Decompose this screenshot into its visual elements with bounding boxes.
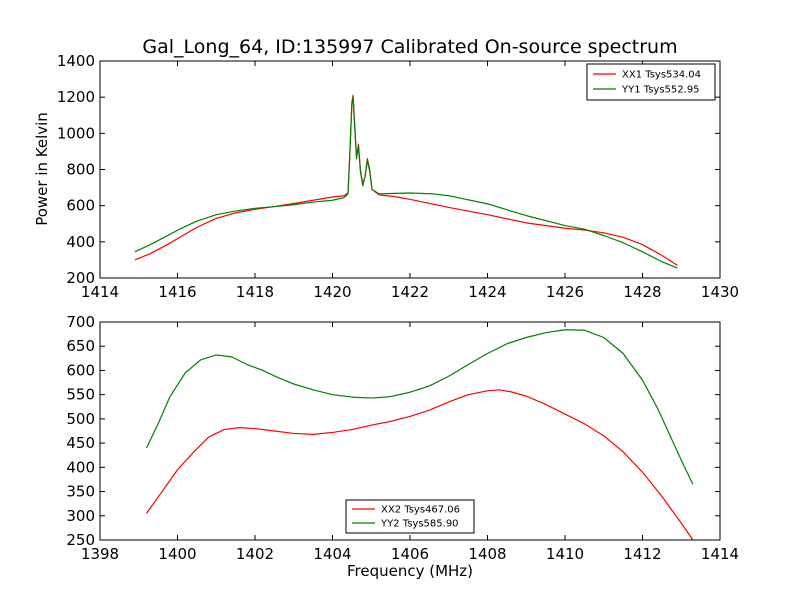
top-y-tick-label: 800: [66, 161, 95, 179]
bottom-x-tick-label: 1412: [623, 545, 661, 563]
bottom-y-tick-label: 250: [66, 531, 95, 549]
x-axis-label: Frequency (MHz): [347, 562, 473, 580]
top-x-tick-label: 1430: [701, 283, 739, 301]
top-x-tick-label: 1428: [623, 283, 661, 301]
top-x-tick-label: 1420: [313, 283, 351, 301]
bottom-x-tick-label: 1408: [468, 545, 506, 563]
top-legend: XX1 Tsys534.04 YY1 Tsys552.95: [586, 63, 716, 101]
top-y-axis-label: Power in Kelvin: [33, 112, 51, 226]
top-x-tick-label: 1426: [546, 283, 584, 301]
bottom-legend-label-xx2: XX2 Tsys467.06: [381, 505, 460, 516]
bottom-panel: 1398 1400 1402 1404 1406 1408 1410 1412 1414 250 3…: [66, 313, 739, 580]
bottom-x-tick-label: 1410: [546, 545, 584, 563]
top-x-tick-label: 1418: [236, 283, 274, 301]
bottom-y-tick-label: 400: [66, 458, 95, 476]
bottom-series-line-0: [146, 389, 694, 541]
bottom-legend-box: [345, 499, 475, 534]
chart-title: Gal_Long_64, ID:135997 Calibrated On-sou…: [142, 36, 677, 58]
bottom-y-tick-label: 550: [66, 386, 95, 404]
bottom-y-tick-label: 450: [66, 434, 95, 452]
bottom-x-tick-label: 1400: [158, 545, 196, 563]
top-y-tick-label: 400: [66, 233, 95, 251]
top-x-tick-label: 1416: [158, 283, 196, 301]
top-legend-box: [586, 63, 716, 101]
bottom-x-tick-label: 1414: [701, 545, 739, 563]
top-series-line-1: [134, 96, 678, 269]
bottom-y-tick-label: 500: [66, 410, 95, 428]
bottom-y-tick-label: 600: [66, 361, 95, 379]
bottom-x-tick-label: 1404: [313, 545, 351, 563]
top-x-tick-label: 1422: [391, 283, 429, 301]
top-x-tick-label: 1414: [81, 283, 119, 301]
bottom-y-tick-label: 650: [66, 337, 95, 355]
top-legend-label-yy1: YY1 Tsys552.95: [621, 85, 700, 96]
top-y-tick-label: 1400: [57, 52, 95, 70]
bottom-y-tick-label: 300: [66, 507, 95, 525]
top-x-tick-label: 1424: [468, 283, 506, 301]
bottom-legend: XX2 Tsys467.06 YY2 Tsys585.90: [345, 499, 475, 534]
top-y-tick-label: 200: [66, 269, 95, 287]
top-plot-area: [134, 94, 678, 269]
top-series-line-0: [134, 94, 678, 266]
top-panel: 1414 1416 1418 1420 1422 1424 1426 1428 1430 200 4…: [33, 52, 739, 301]
bottom-y-tick-label: 700: [66, 313, 95, 331]
bottom-x-tick-label: 1402: [236, 545, 274, 563]
bottom-axis-ticks: 1398 1400 1402 1404 1406 1408 1410 1412 1414 250 3…: [66, 313, 739, 563]
top-y-tick-label: 1200: [57, 88, 95, 106]
bottom-series-line-1: [145, 329, 694, 485]
top-axis-ticks: 1414 1416 1418 1420 1422 1424 1426 1428 1430 200 4…: [57, 52, 739, 301]
bottom-legend-label-yy2: YY2 Tsys585.90: [380, 519, 459, 530]
bottom-y-tick-label: 350: [66, 483, 95, 501]
top-legend-label-xx1: XX1 Tsys534.04: [622, 70, 701, 81]
top-y-tick-label: 600: [66, 197, 95, 215]
bottom-plot-area: [145, 329, 694, 541]
top-y-tick-label: 1000: [57, 124, 95, 142]
bottom-x-tick-label: 1406: [391, 545, 429, 563]
bottom-x-tick-label: 1398: [81, 545, 119, 563]
